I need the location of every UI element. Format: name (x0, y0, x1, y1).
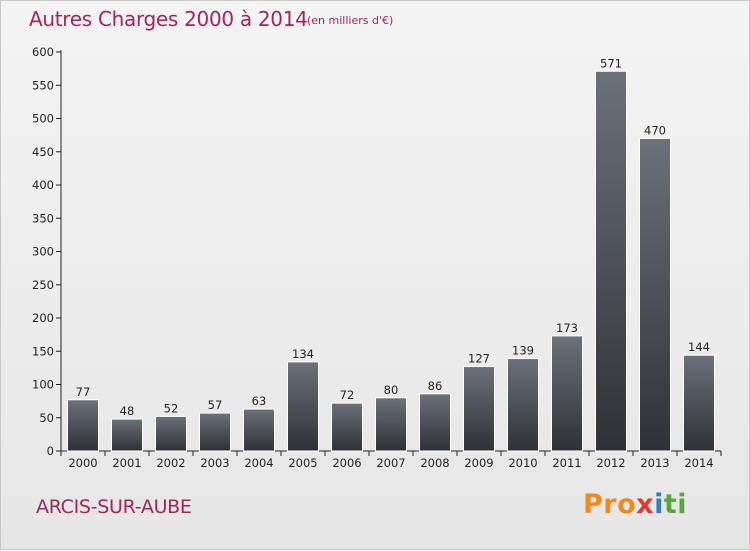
bar-2010 (507, 358, 539, 452)
y-tick-label: 400 (32, 178, 54, 192)
x-tick-label: 2014 (684, 456, 713, 470)
data-label: 48 (120, 404, 135, 418)
data-label: 77 (76, 385, 91, 399)
bar-2011 (551, 335, 583, 452)
data-label: 470 (644, 123, 666, 137)
bar-2003 (199, 412, 231, 452)
x-tick-label: 2000 (68, 456, 97, 470)
x-tick-label: 2002 (156, 456, 185, 470)
x-tick-label: 2010 (508, 456, 537, 470)
x-tick-label: 2008 (420, 456, 449, 470)
y-tick-label: 100 (32, 378, 54, 392)
y-tick-label: 150 (32, 344, 54, 358)
x-tick-label: 2007 (376, 456, 405, 470)
logo-part: ti (663, 489, 688, 520)
x-tick-label: 2003 (200, 456, 229, 470)
logo-part: i (654, 489, 664, 520)
bar-2013 (639, 137, 671, 452)
data-label: 127 (468, 352, 490, 366)
data-label: 86 (428, 379, 443, 393)
data-label: 63 (252, 394, 267, 408)
data-label: 52 (164, 401, 179, 415)
y-tick-label: 500 (32, 112, 54, 126)
chart-title: Autres Charges 2000 à 2014 (29, 7, 308, 31)
data-label: 173 (556, 321, 578, 335)
data-label: 139 (512, 344, 534, 358)
bar-2009 (463, 366, 495, 452)
logo-part: x (636, 489, 655, 520)
bar-2000 (67, 399, 99, 452)
y-tick-label: 550 (32, 78, 54, 92)
bars (67, 70, 715, 452)
bar-2008 (419, 393, 451, 452)
x-tick-label: 2009 (464, 456, 493, 470)
data-label: 80 (384, 383, 399, 397)
commune-name: ARCIS-SUR-AUBE (36, 496, 192, 518)
y-tick-label: 250 (32, 278, 54, 292)
bar-2004 (243, 408, 275, 452)
x-tick-label: 2011 (552, 456, 581, 470)
data-label: 72 (340, 388, 355, 402)
bar-2002 (155, 415, 187, 452)
data-label: 134 (292, 347, 314, 361)
x-tick-label: 2012 (596, 456, 625, 470)
data-label: 144 (688, 340, 710, 354)
y-tick-label: 300 (32, 245, 54, 259)
bar-2001 (111, 418, 143, 452)
data-label: 57 (208, 398, 223, 412)
logo-part: Pro (583, 489, 637, 520)
chart-subtitle: (en milliers d'€) (307, 14, 394, 27)
bar-2005 (287, 361, 319, 452)
y-tick-label: 0 (47, 444, 54, 458)
y-tick-label: 200 (32, 311, 54, 325)
x-tick-label: 2006 (332, 456, 361, 470)
data-label: 571 (600, 56, 622, 70)
y-tick-label: 450 (32, 145, 54, 159)
bar-2007 (375, 397, 407, 452)
labels: 2000 77 2001 48 2002 52 2003 57 2004 63 2005 134 200… (68, 56, 713, 470)
x-tick-label: 2004 (244, 456, 273, 470)
bar-2012 (595, 70, 627, 452)
y-tick-label: 600 (32, 45, 54, 59)
x-tick-label: 2005 (288, 456, 317, 470)
y-tick-label: 50 (39, 411, 54, 425)
y-tick-label: 350 (32, 211, 54, 225)
axes: 0 50 100 150 200 250 300 350 400 450 500 550 600 (32, 45, 722, 458)
bar-2014 (683, 354, 715, 452)
x-tick-label: 2001 (112, 456, 141, 470)
proxiti-logo: Proxiti (583, 489, 687, 520)
bar-2006 (331, 402, 363, 452)
x-tick-label: 2013 (640, 456, 669, 470)
